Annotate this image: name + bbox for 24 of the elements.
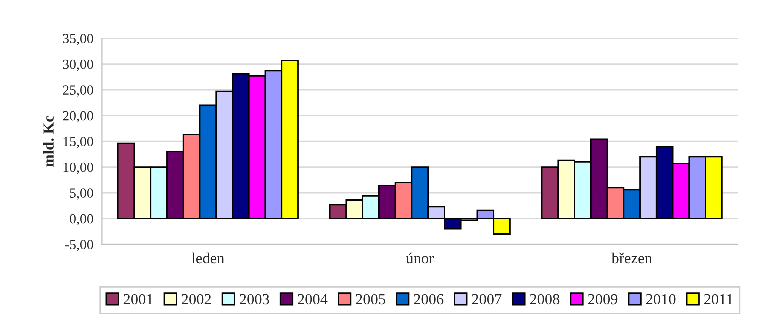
y-axis-title: mld. Kc: [43, 116, 54, 168]
legend-label: 2003: [240, 294, 270, 305]
y-tick-label: 0,00: [70, 214, 94, 226]
legend-label: 2005: [356, 294, 386, 305]
y-tick-label: -5,00: [65, 240, 94, 252]
y-tick-label: 25,00: [63, 86, 94, 97]
legend-label: 2001: [124, 294, 153, 305]
legend-label: 2002: [182, 294, 212, 305]
y-tick-label: 35,00: [63, 34, 94, 46]
x-tick-label: březen: [612, 252, 652, 264]
y-tick-label: 30,00: [63, 60, 94, 72]
x-tick-label: únor: [406, 252, 434, 264]
legend-label: 2008: [530, 294, 560, 305]
legend-label: 2004: [298, 294, 328, 305]
y-tick-label: 5,00: [70, 188, 94, 200]
y-tick-label: 10,00: [64, 162, 94, 174]
legend-label: 2007: [472, 294, 502, 305]
x-tick-label: leden: [192, 252, 224, 264]
legend-label: 2006: [414, 294, 444, 305]
y-tick-label: 20,00: [63, 111, 94, 123]
legend-label: 2010: [646, 294, 676, 305]
y-tick-label: 15,00: [64, 137, 94, 148]
legend-label: 2011: [704, 294, 733, 305]
legend-label: 2009: [588, 294, 618, 305]
